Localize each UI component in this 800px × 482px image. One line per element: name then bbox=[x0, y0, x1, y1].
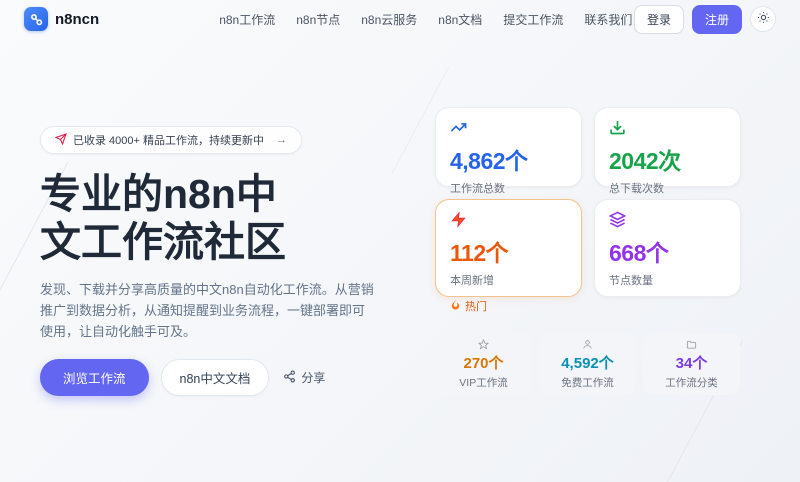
share-label: 分享 bbox=[301, 371, 326, 386]
mini-label: 免费工作流 bbox=[561, 377, 614, 389]
header: n8ncn n8n工作流 n8n节点 n8n云服务 n8n文档 提交工作流 联系… bbox=[0, 0, 800, 38]
nav-item-submit[interactable]: 提交工作流 bbox=[503, 12, 564, 27]
logo-icon bbox=[24, 7, 48, 31]
stat-card-downloads[interactable]: 2042次 总下载次数 bbox=[594, 107, 741, 195]
theme-toggle-button[interactable] bbox=[750, 6, 776, 32]
stat-label: 总下载次数 bbox=[609, 183, 664, 195]
layers-icon bbox=[608, 211, 726, 228]
mini-card-free-workflows[interactable]: 4,592个 免费工作流 bbox=[539, 333, 636, 395]
mini-stat-grid: 270个 VIP工作流 4,592个 免费工作流 34个 bbox=[435, 333, 741, 395]
nav-item-nodes[interactable]: n8n节点 bbox=[296, 12, 341, 27]
hot-badge: 热门 bbox=[450, 298, 487, 314]
sun-icon bbox=[757, 11, 770, 27]
browse-workflows-button[interactable]: 浏览工作流 bbox=[40, 359, 149, 397]
trending-up-icon bbox=[450, 119, 567, 136]
star-icon bbox=[478, 338, 489, 350]
announcement-text: 已收录 4000+ 精品工作流，持续更新中 bbox=[73, 135, 265, 147]
share-icon bbox=[283, 370, 296, 386]
folder-icon bbox=[686, 338, 697, 350]
login-button[interactable]: 登录 bbox=[633, 4, 684, 34]
nav-item-cloud[interactable]: n8n云服务 bbox=[361, 12, 418, 27]
download-icon bbox=[609, 119, 726, 136]
stats-panel: 4,862个 工作流总数 2042次 总下载次数 bbox=[435, 107, 741, 395]
stat-card-workflow-total[interactable]: 4,862个 工作流总数 bbox=[435, 107, 582, 195]
mini-value: 270个 bbox=[463, 355, 504, 372]
mini-value: 34个 bbox=[675, 355, 708, 372]
mini-card-workflow-categories[interactable]: 34个 工作流分类 bbox=[643, 333, 740, 395]
hero-description: 发现、下载并分享高质量的中文n8n自动化工作流。从营销推广到数据分析，从通知提醒… bbox=[40, 282, 374, 340]
stat-card-node-count[interactable]: 668个 节点数量 bbox=[594, 199, 741, 297]
cta-row: 浏览工作流 n8n中文文档 分享 bbox=[40, 359, 376, 397]
title-line-1: 专业的n8n中 bbox=[40, 171, 277, 217]
docs-button[interactable]: n8n中文文档 bbox=[160, 359, 270, 397]
nav-item-docs[interactable]: n8n文档 bbox=[438, 12, 483, 27]
mini-card-vip-workflows[interactable]: 270个 VIP工作流 bbox=[435, 333, 532, 395]
register-button[interactable]: 注册 bbox=[691, 4, 742, 34]
user-icon bbox=[582, 338, 593, 350]
lightning-icon bbox=[450, 211, 567, 228]
share-link[interactable]: 分享 bbox=[283, 369, 325, 386]
nav-item-contact[interactable]: 联系我们 bbox=[584, 12, 633, 27]
title-line-2: 文工作流社区 bbox=[40, 218, 286, 265]
stat-value: 112个 bbox=[450, 240, 509, 266]
brand-name: n8ncn bbox=[55, 10, 100, 28]
stat-value: 2042次 bbox=[609, 148, 681, 174]
stat-label: 工作流总数 bbox=[450, 183, 505, 195]
hero-section: 已收录 4000+ 精品工作流，持续更新中 → 专业的n8n中 文工作流社区 发… bbox=[40, 126, 376, 397]
mini-label: 工作流分类 bbox=[665, 377, 718, 389]
auth-actions: 登录 注册 bbox=[633, 4, 776, 34]
flame-icon bbox=[450, 299, 461, 313]
stat-label: 本周新增 bbox=[450, 275, 494, 287]
hot-badge-label: 热门 bbox=[465, 301, 487, 313]
page-title: 专业的n8n中 文工作流社区 bbox=[40, 171, 376, 266]
mini-label: VIP工作流 bbox=[459, 377, 508, 389]
rocket-icon bbox=[54, 132, 67, 148]
stat-value: 668个 bbox=[609, 240, 669, 266]
announcement-badge[interactable]: 已收录 4000+ 精品工作流，持续更新中 → bbox=[40, 126, 303, 154]
stat-value: 4,862个 bbox=[450, 148, 528, 174]
stat-grid: 4,862个 工作流总数 2042次 总下载次数 bbox=[435, 107, 741, 313]
arrow-right-icon: → bbox=[276, 134, 288, 146]
main-nav: n8n工作流 n8n节点 n8n云服务 n8n文档 提交工作流 联系我们 bbox=[219, 11, 632, 28]
nav-item-workflows[interactable]: n8n工作流 bbox=[219, 12, 276, 27]
stat-label: 节点数量 bbox=[609, 275, 653, 287]
mini-value: 4,592个 bbox=[561, 355, 614, 372]
stat-card-new-this-week[interactable]: 112个 本周新增 热门 bbox=[435, 199, 582, 313]
brand[interactable]: n8ncn bbox=[24, 7, 99, 31]
